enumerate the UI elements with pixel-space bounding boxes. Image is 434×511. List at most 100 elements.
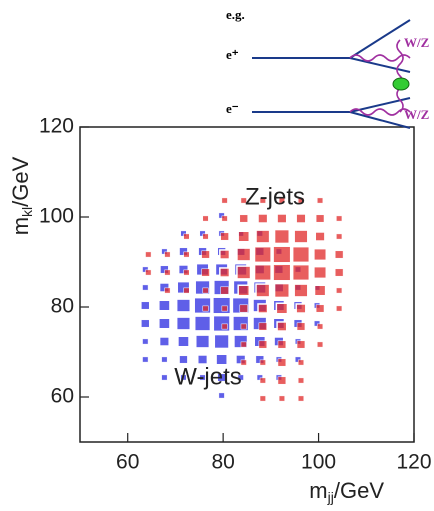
bin-box [183, 233, 190, 240]
bin-box [237, 284, 251, 297]
bin-box [196, 354, 209, 365]
bin-box [295, 213, 307, 224]
bin-box [276, 213, 288, 224]
bin-box [201, 250, 210, 259]
bin-box [296, 322, 306, 331]
bin-box [177, 335, 190, 348]
bin-box [297, 197, 305, 204]
bin-box [313, 265, 328, 280]
bin-box [142, 356, 149, 363]
x-label-symbol: m [309, 478, 327, 503]
bin-box [314, 231, 326, 242]
bin-box [193, 315, 212, 332]
bin-box [334, 250, 344, 259]
bin-box [296, 340, 306, 349]
bin-box [236, 247, 252, 262]
bin-box [317, 341, 324, 348]
bin-box [164, 269, 171, 276]
bin-box [297, 377, 305, 384]
bin-box [334, 268, 344, 277]
bin-box [258, 340, 267, 349]
bin-box [272, 263, 292, 282]
bin-box [336, 305, 343, 312]
bin-box [158, 299, 171, 312]
bin-box [202, 233, 209, 240]
quark-lines [349, 19, 411, 129]
bin-box [258, 322, 267, 331]
plot-area [141, 197, 344, 402]
bin-box [213, 333, 230, 350]
bin-box [272, 245, 292, 264]
bin-box [221, 215, 228, 222]
bin-box [220, 232, 229, 241]
bin-box [236, 265, 252, 280]
bin-box [141, 301, 150, 310]
x-tick-label: 100 [301, 451, 336, 474]
bin-box [275, 302, 289, 315]
bin-box [259, 197, 266, 204]
bin-box [253, 263, 272, 282]
bin-box [145, 269, 152, 276]
bin-box [199, 374, 206, 381]
bin-box [277, 376, 287, 385]
bin-box [221, 197, 228, 204]
bin-box [240, 323, 247, 330]
bin-box [161, 374, 168, 381]
bin-box [291, 263, 311, 282]
bin-box [239, 214, 248, 223]
bin-box [313, 284, 327, 297]
bin-box [183, 269, 190, 276]
bin-box [142, 284, 149, 291]
boson-bottom-label: W/Z [404, 107, 430, 122]
bin-box [215, 353, 228, 366]
bin-box [276, 321, 288, 332]
bin-box [201, 268, 210, 277]
bin-box [255, 229, 271, 244]
bin-box [293, 229, 309, 244]
bin-box [164, 287, 171, 294]
bin-box [161, 356, 168, 363]
bin-box [295, 303, 307, 314]
bin-box [317, 323, 324, 330]
y-label-symbol: m [8, 217, 33, 235]
bin-box [259, 377, 266, 384]
w-jets-label: W-jets [174, 363, 242, 390]
bin-box [297, 359, 305, 366]
bin-box [219, 267, 231, 278]
bin-box [158, 336, 170, 347]
bin-box [297, 395, 305, 402]
bin-box [142, 338, 149, 345]
bin-box [259, 395, 266, 402]
bin-box [237, 374, 244, 381]
bin-box [315, 304, 325, 313]
bin-box [315, 214, 325, 223]
bin-box [273, 228, 290, 245]
inset-background [218, 0, 434, 126]
bin-box [195, 334, 211, 349]
electron-label: e⁻ [226, 101, 239, 116]
bin-box [221, 323, 228, 330]
y-tick-label: 60 [51, 385, 74, 408]
bin-box [273, 282, 290, 299]
bin-box [145, 251, 152, 258]
bin-box [257, 213, 269, 224]
bin-box [253, 245, 272, 264]
bin-box [202, 305, 209, 312]
x-tick-label: 80 [211, 451, 234, 474]
bin-box [313, 247, 328, 262]
vertex-blob [392, 77, 410, 91]
bin-box [336, 233, 343, 240]
bin-box [220, 286, 229, 295]
bin-box [221, 305, 228, 312]
x-tick-label: 120 [396, 451, 431, 474]
bin-box [240, 197, 247, 204]
bin-box [202, 215, 209, 222]
y-tick-label: 100 [39, 205, 74, 228]
bin-box [183, 251, 190, 258]
boson-lines [349, 39, 411, 116]
bin-box [278, 395, 285, 402]
boson-top-label: W/Z [404, 35, 430, 50]
bin-box [237, 230, 251, 243]
inset-caption: e.g. [226, 7, 245, 22]
